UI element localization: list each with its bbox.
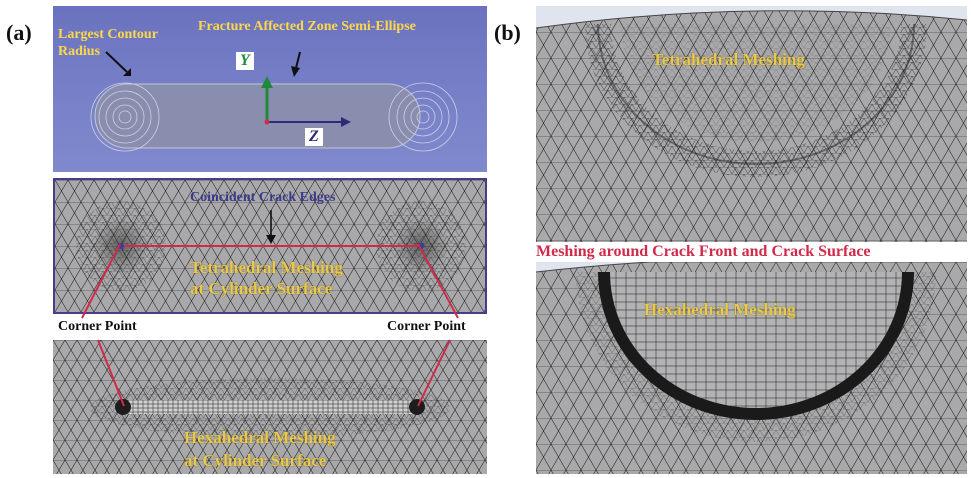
geometry-drawing: [90, 51, 458, 152]
coincident-crack-edges-label: Coincident Crack Edges: [190, 190, 336, 205]
tetra-crack-drawing: [536, 6, 967, 242]
hexa-cylinder-label-2: at Cylinder Surface: [184, 451, 327, 470]
hexa-crack-view: [536, 262, 967, 474]
hexa-crack-label: Hexahedral Meshing: [644, 300, 796, 319]
tetra-crack-view: [536, 6, 967, 242]
tetra-cylinder-label-1: Tetrahedral Meshing: [190, 258, 343, 277]
tetra-cylinder-label-2: at Cylinder Surface: [190, 279, 333, 298]
panel-b-label: (b): [494, 20, 521, 45]
z-axis-label: Z: [305, 128, 323, 146]
hexa-crack-drawing: [536, 262, 967, 474]
panel-a-label: (a): [6, 20, 32, 45]
tetra-mesh-drawing: [55, 180, 485, 312]
crack-front-caption: Meshing around Crack Front and Crack Sur…: [536, 243, 871, 260]
hexa-cylinder-label-1: Hexahedral Meshing: [184, 428, 336, 447]
largest-contour-label-2: Radius: [58, 44, 101, 59]
y-axis-label: Y: [236, 52, 254, 70]
hexa-mesh-cylinder-view: [53, 340, 487, 474]
fracture-zone-label: Fracture Affected Zone Semi-Ellipse: [198, 19, 416, 34]
hexa-mesh-drawing: [53, 340, 487, 474]
corner-point-right-label: Corner Point: [387, 319, 466, 334]
largest-contour-label-1: Largest Contour: [58, 27, 158, 42]
geometry-view: [53, 6, 487, 172]
tetra-mesh-cylinder-view: [53, 178, 487, 314]
tetra-crack-label: Tetrahedral Meshing: [652, 50, 805, 69]
corner-point-left-label: Corner Point: [58, 319, 137, 334]
